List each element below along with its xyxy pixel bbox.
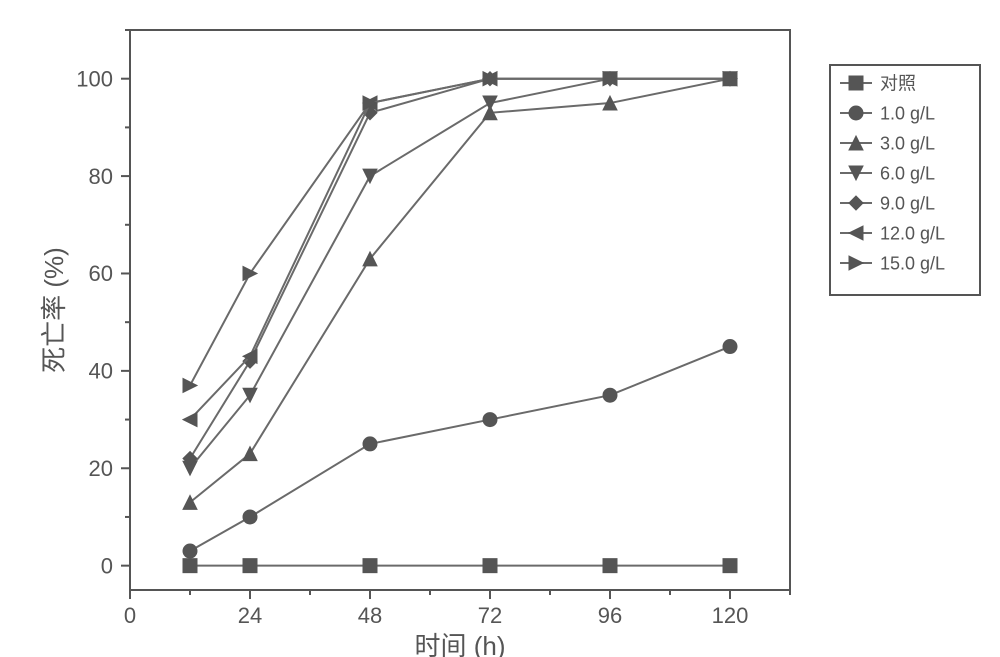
legend-label: 6.0 g/L	[880, 163, 935, 183]
svg-text:40: 40	[89, 359, 113, 384]
svg-text:120: 120	[712, 603, 749, 628]
legend-label: 12.0 g/L	[880, 223, 945, 243]
svg-text:100: 100	[76, 66, 113, 91]
svg-text:60: 60	[89, 261, 113, 286]
legend-label: 对照	[880, 73, 916, 93]
svg-text:96: 96	[598, 603, 622, 628]
svg-text:80: 80	[89, 164, 113, 189]
series-marker	[483, 559, 497, 573]
svg-text:20: 20	[89, 456, 113, 481]
series-marker	[723, 340, 737, 354]
series-marker	[183, 559, 197, 573]
svg-text:0: 0	[124, 603, 136, 628]
svg-text:72: 72	[478, 603, 502, 628]
series-marker	[243, 510, 257, 524]
series-marker	[363, 559, 377, 573]
legend-label: 1.0 g/L	[880, 103, 935, 123]
mortality-line-chart: 0 24 48 72 96 120 时间 (h) 0 20 40 60 80 100 死亡率 (%) 对照 1…	[0, 0, 1000, 657]
series-marker	[363, 437, 377, 451]
series-marker	[243, 559, 257, 573]
svg-text:时间 (h): 时间 (h)	[414, 631, 505, 657]
legend-label: 9.0 g/L	[880, 193, 935, 213]
legend-label: 3.0 g/L	[880, 133, 935, 153]
legend-label: 15.0 g/L	[880, 253, 945, 273]
svg-text:48: 48	[358, 603, 382, 628]
series-marker	[483, 413, 497, 427]
svg-text:24: 24	[238, 603, 262, 628]
series-marker	[723, 559, 737, 573]
series-marker	[183, 544, 197, 558]
svg-text:0: 0	[101, 553, 113, 578]
chart-container: 0 24 48 72 96 120 时间 (h) 0 20 40 60 80 100 死亡率 (%) 对照 1…	[0, 0, 1000, 657]
series-marker	[603, 559, 617, 573]
series-marker	[603, 388, 617, 402]
svg-text:死亡率 (%): 死亡率 (%)	[39, 247, 69, 373]
